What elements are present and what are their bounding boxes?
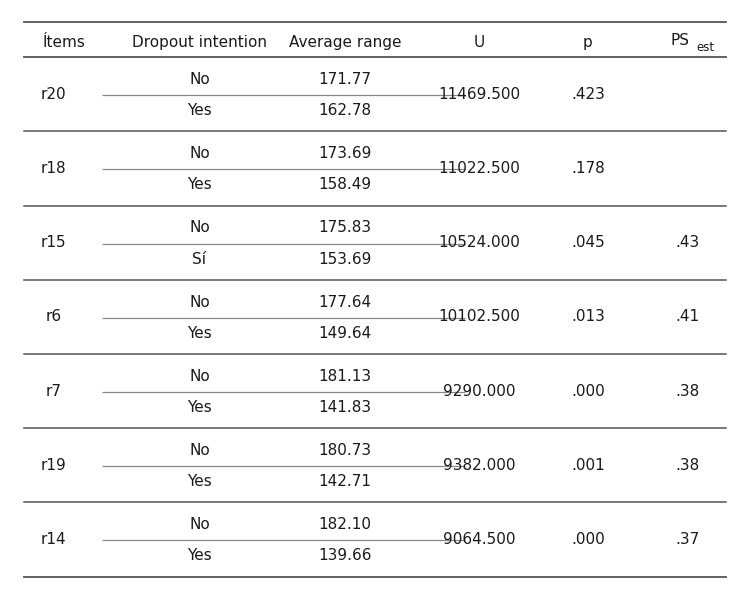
Text: No: No [189,443,210,458]
Text: Dropout intention: Dropout intention [132,35,267,50]
Text: .38: .38 [675,384,700,399]
Text: 141.83: 141.83 [319,400,372,415]
Text: 10102.500: 10102.500 [439,310,520,324]
Text: 149.64: 149.64 [319,326,372,341]
Text: .045: .045 [571,235,604,250]
Text: 11469.500: 11469.500 [439,87,520,102]
Text: 162.78: 162.78 [319,103,372,118]
Text: No: No [189,72,210,87]
Text: .37: .37 [675,532,700,547]
Text: Yes: Yes [187,474,211,489]
Text: .178: .178 [571,161,604,176]
Text: 182.10: 182.10 [319,517,371,532]
Text: .001: .001 [571,458,604,473]
Text: Yes: Yes [187,400,211,415]
Text: 158.49: 158.49 [319,177,372,193]
Text: No: No [189,220,210,235]
Text: r18: r18 [41,161,67,176]
Text: est: est [696,41,715,54]
Text: .000: .000 [571,384,604,399]
Text: No: No [189,146,210,161]
Text: 9382.000: 9382.000 [443,458,516,473]
Text: Yes: Yes [187,326,211,341]
Text: 181.13: 181.13 [319,369,372,384]
Text: Sí: Sí [193,252,206,267]
Text: r19: r19 [40,458,67,473]
Text: .013: .013 [571,310,605,324]
Text: 171.77: 171.77 [319,72,371,87]
Text: 175.83: 175.83 [319,220,372,235]
Text: r6: r6 [46,310,62,324]
Text: Yes: Yes [187,103,211,118]
Text: .000: .000 [571,532,604,547]
Text: 142.71: 142.71 [319,474,371,489]
Text: 9064.500: 9064.500 [443,532,516,547]
Text: Ítems: Ítems [43,35,86,50]
Text: .38: .38 [675,458,700,473]
Text: r15: r15 [41,235,67,250]
Text: 11022.500: 11022.500 [439,161,520,176]
Text: .43: .43 [675,235,700,250]
Text: 180.73: 180.73 [319,443,372,458]
Text: U: U [474,35,485,50]
Text: PS: PS [670,33,689,48]
Text: 139.66: 139.66 [318,548,372,563]
Text: No: No [189,369,210,384]
Text: p: p [583,35,592,50]
Text: 9290.000: 9290.000 [443,384,516,399]
Text: 177.64: 177.64 [319,295,372,310]
Text: 153.69: 153.69 [319,252,372,267]
Text: No: No [189,295,210,310]
Text: 173.69: 173.69 [319,146,372,161]
Text: .423: .423 [571,87,605,102]
Text: r14: r14 [41,532,67,547]
Text: 10524.000: 10524.000 [439,235,520,250]
Text: r20: r20 [41,87,67,102]
Text: .41: .41 [675,310,700,324]
Text: Average range: Average range [289,35,401,50]
Text: Yes: Yes [187,548,211,563]
Text: Yes: Yes [187,177,211,193]
Text: r7: r7 [46,384,62,399]
Text: No: No [189,517,210,532]
